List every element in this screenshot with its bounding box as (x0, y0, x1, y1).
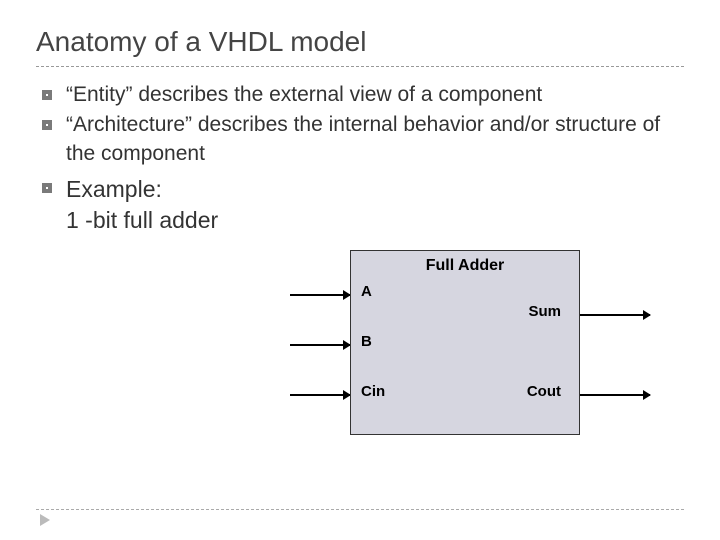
wire-cin (290, 394, 350, 396)
footer-marker-icon (40, 514, 50, 526)
wire-a (290, 294, 350, 296)
port-cout: Cout (527, 383, 561, 400)
port-cin: Cin (361, 383, 385, 400)
adder-title: Full Adder (351, 257, 579, 275)
footer-divider (36, 509, 684, 510)
bullet-entity: “Entity” describes the external view of … (40, 81, 684, 109)
example-line2: 1 -bit full adder (66, 205, 684, 236)
bullet-example: Example: 1 -bit full adder (40, 174, 684, 236)
wire-sum (580, 314, 650, 316)
bullet-text: “Architecture” describes the internal be… (66, 113, 660, 164)
slide-title: Anatomy of a VHDL model (36, 26, 684, 67)
example-line1: Example: (66, 174, 684, 205)
port-a: A (361, 283, 372, 300)
wire-b (290, 344, 350, 346)
port-sum: Sum (528, 303, 561, 320)
bullet-list: “Entity” describes the external view of … (36, 81, 684, 236)
adder-box: Full Adder A B Cin Sum Cout (350, 250, 580, 435)
full-adder-diagram: Full Adder A B Cin Sum Cout (290, 250, 670, 470)
wire-cout (580, 394, 650, 396)
example-block: Example: 1 -bit full adder (66, 174, 684, 236)
bullet-text: “Entity” describes the external view of … (66, 83, 542, 106)
port-b: B (361, 333, 372, 350)
bullet-architecture: “Architecture” describes the internal be… (40, 111, 684, 168)
slide: Anatomy of a VHDL model “Entity” describ… (0, 0, 720, 540)
